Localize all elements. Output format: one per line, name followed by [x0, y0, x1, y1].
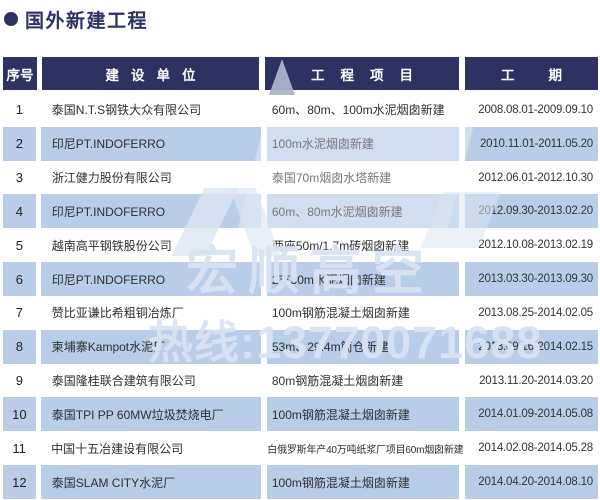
row-serial-number: 3	[15, 170, 23, 186]
period-cell: 2012.06.01-2012.10.30	[478, 171, 593, 184]
company-cell: 泰国隆桂联合建筑有限公司	[51, 374, 196, 389]
table-row: 9 泰国隆桂联合建筑有限公司 80m钢筋混凝土烟囱新建 2013.11.20-2014…	[3, 364, 598, 398]
period-cell: 2008.08.01-2009.09.10	[478, 103, 593, 116]
table-row: 7 赞比亚谦比希粗铜冶炼厂 100m钢筋混凝土烟囱新建 2013.08.25-2014…	[3, 296, 598, 330]
table-row: 5 越南高平钢铁股份公司 两座50m/1.7m砖烟囱新建 2012.10.08-201…	[3, 228, 598, 262]
project-cell: 两座50m/1.7m砖烟囱新建	[271, 238, 410, 253]
project-cell: 100m水泥烟囱新建	[266, 126, 459, 161]
row-serial-number: 10	[3, 397, 36, 432]
row-serial-number: 2	[3, 126, 36, 161]
project-cell: 53m、29.4m筒仓新建	[266, 329, 459, 364]
project-cell: 60m、80m水泥烟囱新建	[266, 194, 459, 229]
row-serial-number: 6	[3, 262, 36, 296]
period-cell: 2014.01.09-2014.05.08	[464, 397, 598, 432]
period-cell: 2013.08.25-2014.02.05	[478, 306, 593, 319]
period-cell: 2012.09.30-2013.02.20	[464, 194, 598, 229]
row-serial-number: 11	[12, 440, 26, 456]
project-cell: 100m钢筋混凝土烟囱新建	[271, 306, 410, 321]
table-row: 11 中国十五冶建设有限公司 白俄罗斯年产40万吨纸浆厂项目60m烟囱新建 2014.…	[3, 431, 598, 465]
company-cell: 中国十五冶建设有限公司	[51, 441, 184, 456]
row-serial-number: 1	[15, 102, 23, 118]
project-cell: 白俄罗斯年产40万吨纸浆厂项目60m烟囱新建	[267, 444, 464, 456]
company-cell: 印尼PT.INDOFERRO	[40, 194, 261, 229]
period-cell: 2014.04.20-2014.08.10	[464, 465, 598, 499]
table-row: 12 泰国SLAM CITY水泥厂 100m钢筋混凝土烟囱新建 2014.04.20-…	[3, 465, 598, 499]
table-row: 6 印尼PT.INDOFERRO 2支80m水泥烟囱新建 2013.03.30-201…	[3, 262, 598, 296]
period-cell: 2013.09.16-2014.02.15	[464, 329, 598, 364]
project-cell: 100m钢筋混凝土烟囱新建	[266, 397, 459, 432]
page-title-row: 国外新建工程	[4, 6, 148, 32]
row-serial-number: 4	[3, 194, 36, 229]
row-serial-number: 12	[3, 465, 36, 499]
table-header-row: 序号 建设单位 工程项目 工期	[3, 57, 598, 90]
company-cell: 柬埔寨Kampot水泥厂	[40, 329, 261, 364]
period-cell: 2013.11.20-2014.03.20	[479, 374, 593, 387]
table-body: 1 泰国N.T.S钢铁大众有限公司 60m、80m、100m水泥烟囱新建 2008.0…	[3, 93, 598, 499]
projects-table: 序号 建设单位 工程项目 工期 1 泰国N.T.S钢铁大众有限公司 60m、80m、…	[3, 57, 598, 499]
company-cell: 泰国N.T.S钢铁大众有限公司	[51, 103, 202, 118]
project-cell: 100m钢筋混凝土烟囱新建	[266, 465, 459, 499]
period-cell: 2014.02.08-2014.05.28	[478, 442, 593, 455]
header-period: 工期	[465, 57, 598, 90]
period-cell: 2012.10.08-2013.02.19	[478, 239, 593, 252]
row-serial-number: 9	[15, 373, 23, 389]
table-row: 3 浙江健力股份有限公司 泰国70m烟囱水塔新建 2012.06.01-2012.10…	[3, 161, 598, 195]
project-cell: 60m、80m、100m水泥烟囱新建	[271, 103, 445, 118]
table-row: 4 印尼PT.INDOFERRO 60m、80m水泥烟囱新建 2012.09.30-2…	[3, 194, 598, 229]
company-cell: 越南高平钢铁股份公司	[51, 238, 172, 253]
company-cell: 印尼PT.INDOFERRO	[40, 126, 261, 161]
company-cell: 印尼PT.INDOFERRO	[40, 262, 261, 296]
header-construction-unit: 建设单位	[42, 57, 259, 90]
company-cell: 泰国TPI PP 60MW垃圾焚烧电厂	[40, 397, 261, 432]
table-row: 10 泰国TPI PP 60MW垃圾焚烧电厂 100m钢筋混凝土烟囱新建 2014.0…	[3, 397, 598, 432]
project-cell: 泰国70m烟囱水塔新建	[271, 171, 392, 186]
project-cell: 80m钢筋混凝土烟囱新建	[271, 374, 404, 389]
company-cell: 浙江健力股份有限公司	[51, 171, 172, 186]
header-project: 工程项目	[265, 57, 459, 90]
period-cell: 2010.11.01-2011.05.20	[464, 126, 598, 161]
row-serial-number: 7	[15, 305, 23, 321]
page-title: 国外新建工程	[25, 10, 149, 32]
row-serial-number: 8	[3, 329, 36, 364]
bullet-icon	[4, 12, 18, 26]
row-serial-number: 5	[15, 237, 23, 253]
table-row: 8 柬埔寨Kampot水泥厂 53m、29.4m筒仓新建 2013.09.16-201…	[3, 329, 598, 364]
project-cell: 2支80m水泥烟囱新建	[266, 262, 459, 296]
company-cell: 泰国SLAM CITY水泥厂	[40, 465, 261, 499]
period-cell: 2013.03.30-2013.09.30	[464, 262, 598, 296]
table-row: 1 泰国N.T.S钢铁大众有限公司 60m、80m、100m水泥烟囱新建 2008.0…	[3, 93, 598, 127]
header-serial-number: 序号	[3, 57, 37, 90]
table-row: 2 印尼PT.INDOFERRO 100m水泥烟囱新建 2010.11.01-2011…	[3, 126, 598, 161]
company-cell: 赞比亚谦比希粗铜冶炼厂	[51, 306, 184, 321]
